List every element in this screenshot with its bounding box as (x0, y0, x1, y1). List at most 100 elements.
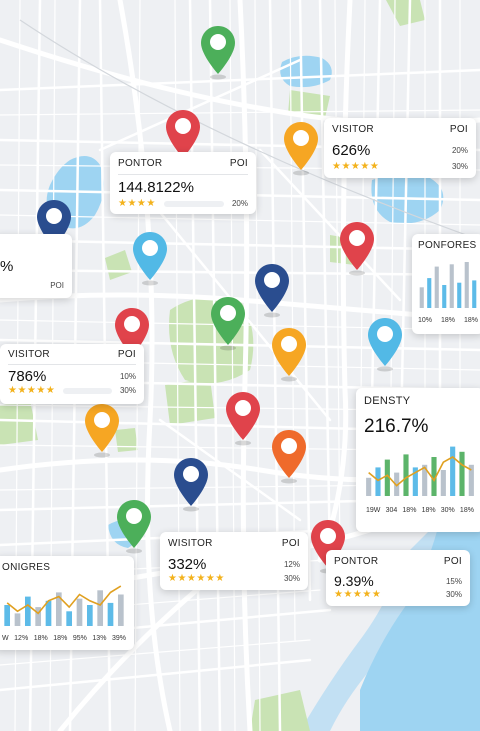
card-label: PONFORES (418, 239, 477, 251)
chart-bar (55, 592, 62, 626)
chart-bar (35, 607, 42, 626)
tick-label: 39% (111, 635, 126, 642)
tick-label: 13% (92, 635, 107, 642)
card-sub: 30% (283, 574, 300, 583)
chart-bar (427, 278, 432, 308)
pin-deep-orange-marker-icon[interactable] (271, 428, 307, 489)
pin-orange-3-marker-icon[interactable] (84, 402, 120, 463)
pin-orange-1-marker-icon[interactable] (283, 120, 319, 181)
tick-label: 19W (366, 507, 381, 514)
poi-card-wisitor-bottom[interactable]: WISITOR POI 332% 12% ★★★★★★ 30% (160, 532, 308, 590)
chart-bar (394, 472, 400, 496)
chart-bar (14, 613, 21, 626)
onigres-bar-line-chart (4, 585, 124, 626)
pin-green-3-marker-icon[interactable] (116, 498, 152, 559)
chart-card-ponfores[interactable]: PONFORES 10% 18% 18% (412, 234, 480, 334)
pin-blue-1-marker-icon[interactable] (132, 230, 168, 291)
chart-card-onigres[interactable]: ONIGRES W 12% 18% 18% 95% 13% 39% (0, 556, 134, 650)
tick-label: 304 (385, 507, 398, 514)
card-sub: 30% (445, 590, 462, 599)
chart-trend-line (6, 585, 122, 615)
chart-bar (468, 464, 474, 496)
chart-bar (449, 264, 454, 308)
pin-red-4-marker-icon[interactable] (225, 390, 261, 451)
card-value: 216.7% (364, 416, 429, 437)
park-5 (0, 400, 38, 445)
chart-bar (24, 596, 31, 626)
poi-card-pontor-top[interactable]: PONTOR POI 144.8122% ★★★★ 20% (110, 152, 256, 214)
card-value: 9.39% (334, 573, 374, 589)
pin-navy-3-marker-icon[interactable] (173, 456, 209, 517)
chart-bar (66, 611, 73, 626)
card-label: VISITOR (332, 123, 374, 135)
chart-bar (472, 280, 477, 308)
card-value: 332% (168, 556, 207, 573)
pin-red-2-marker-icon[interactable] (339, 220, 375, 281)
card-pct: 15% (445, 576, 462, 586)
tick-label: 18% (421, 507, 436, 514)
poi-card-left-partial[interactable]: % POI (0, 234, 72, 298)
pin-blue-2-marker-icon[interactable] (367, 316, 403, 377)
card-sub: 30% (451, 162, 468, 171)
rating-stars: ★★★★★★ (168, 573, 225, 584)
chart-bar (97, 590, 104, 626)
tick-label: 18% (463, 317, 478, 324)
poi-card-visitor-top-right[interactable]: VISITOR POI 626% 20% ★★★★★ 30% (324, 118, 476, 178)
card-label: WISITOR (168, 537, 213, 549)
card-value: 786% (8, 368, 47, 385)
card-sub: 30% (119, 386, 136, 395)
pin-orange-2-marker-icon[interactable] (271, 326, 307, 387)
pin-navy-2-marker-icon[interactable] (254, 262, 290, 323)
card-pct: 12% (283, 560, 300, 569)
rail-line (19, 19, 480, 241)
chart-bar (450, 446, 456, 496)
card-label: PONTOR (334, 555, 379, 567)
tick-label: 18% (440, 317, 455, 324)
tick-label: 18% (53, 635, 68, 642)
tick-label: 95% (72, 635, 87, 642)
chart-bar (419, 287, 424, 308)
chart-bar (117, 594, 124, 626)
pin-green-top-marker-icon[interactable] (200, 24, 236, 85)
rating-bar (163, 200, 224, 207)
card-label: ONIGRES (2, 561, 51, 573)
rating-stars: ★★★★★ (332, 161, 380, 172)
chart-bar (459, 451, 465, 496)
card-poi: POI (443, 555, 462, 567)
chart-bar (384, 459, 390, 496)
card-poi: POI (50, 281, 64, 290)
card-poi: POI (281, 537, 300, 549)
poi-card-visitor-mid-left[interactable]: VISITOR POI 786% 10% ★★★★★ 30% (0, 344, 144, 404)
tick-label: W (2, 635, 9, 642)
tick-label: 18% (459, 507, 474, 514)
chart-trend-line (368, 456, 472, 487)
chart-bar (412, 467, 418, 496)
chart-bar (366, 477, 372, 496)
card-label: PONTOR (118, 157, 163, 169)
park-1 (288, 90, 330, 118)
card-value: 626% (332, 142, 371, 159)
card-value: % (0, 258, 14, 275)
chart-bar (434, 266, 439, 308)
chart-bar (431, 457, 437, 496)
chart-bar (107, 602, 114, 626)
poi-card-pontor-bottom[interactable]: PONTOR POI 9.39% 15% ★★★★★ 30% (326, 550, 470, 606)
rating-stars: ★★★★ (118, 198, 156, 209)
rating-stars: ★★★★★ (334, 589, 382, 600)
pin-green-2-marker-icon[interactable] (210, 295, 246, 356)
chart-bar (457, 282, 462, 308)
card-pct: 20% (451, 146, 468, 155)
card-poi: POI (117, 348, 136, 360)
tick-label: 30% (440, 507, 455, 514)
chart-bar (45, 600, 52, 626)
chart-bar (76, 598, 83, 626)
density-bar-line-chart (366, 446, 474, 496)
chart-bar (86, 605, 93, 626)
ponfores-bar-chart (419, 262, 477, 308)
tick-label: 18% (402, 507, 417, 514)
chart-bar (464, 262, 469, 308)
sea-coast (300, 500, 480, 731)
chart-card-density[interactable]: DENSTY 216.7% 19W 304 18% 18% 30% 18% (356, 388, 480, 532)
chart-bar (422, 464, 428, 496)
card-poi: POI (229, 157, 248, 169)
